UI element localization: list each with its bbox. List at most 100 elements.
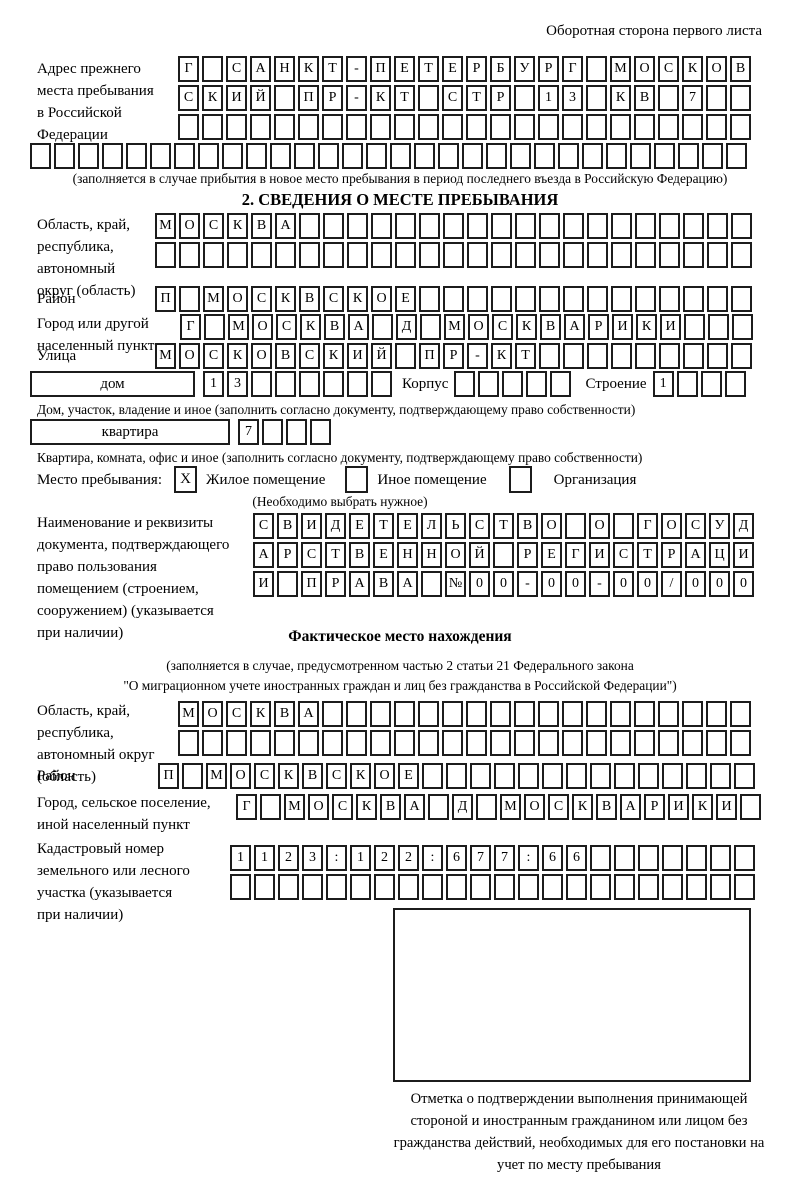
char-cell: О (252, 314, 273, 340)
stay-type-note: (Необходимо выбрать нужное) (252, 494, 428, 509)
char-cell (371, 242, 392, 268)
checkbox-other-premises (345, 466, 369, 493)
char-cell: № (445, 571, 466, 597)
char-cell (514, 730, 535, 756)
char-cell (502, 371, 524, 397)
char-cell (326, 874, 347, 900)
char-cell: Е (541, 542, 562, 568)
char-cell: Т (373, 513, 394, 539)
char-cell: О (445, 542, 466, 568)
char-cell: И (660, 314, 681, 340)
char-cell (346, 701, 367, 727)
char-cell (322, 114, 343, 140)
char-cell (446, 874, 467, 900)
char-cell (286, 419, 307, 445)
char-cell (418, 730, 439, 756)
char-cell: К (227, 343, 248, 369)
char-cell: Г (637, 513, 658, 539)
char-cell: В (730, 56, 751, 82)
char-cell (443, 242, 464, 268)
char-cell: К (227, 213, 248, 239)
char-cell (442, 730, 463, 756)
char-cell (682, 701, 703, 727)
char-cell (710, 763, 731, 789)
char-cell: И (589, 542, 610, 568)
char-cell (418, 701, 439, 727)
char-cell: С (332, 794, 353, 820)
char-cell: С (226, 701, 247, 727)
prev-address-label: Адрес прежнего места пребывания в Россий… (37, 61, 154, 143)
char-cell (566, 874, 587, 900)
char-cell (515, 213, 536, 239)
stamp-box (393, 908, 751, 1082)
char-cell: С (301, 542, 322, 568)
char-cell: 3 (227, 371, 248, 397)
char-cell (395, 343, 416, 369)
char-cell: Р (588, 314, 609, 340)
char-cell: У (709, 513, 730, 539)
char-cell (682, 730, 703, 756)
char-cell (302, 874, 323, 900)
char-cell: П (370, 56, 391, 82)
char-cell: К (636, 314, 657, 340)
char-cell: М (178, 701, 199, 727)
char-cell: П (155, 286, 176, 312)
char-cell: Е (398, 763, 419, 789)
char-cell: В (277, 513, 298, 539)
char-cell (659, 343, 680, 369)
char-row (178, 114, 751, 140)
char-cell (706, 114, 727, 140)
char-cell (586, 56, 607, 82)
char-cell (724, 371, 746, 397)
char-cell: С (323, 286, 344, 312)
char-cell (634, 730, 655, 756)
char-cell: 1 (652, 371, 674, 397)
char-row (155, 242, 752, 268)
char-cell: 7 (238, 419, 259, 445)
char-cell (30, 143, 51, 169)
char-cell (706, 85, 727, 111)
char-cell (298, 114, 319, 140)
char-cell (494, 763, 515, 789)
char-cell (102, 143, 123, 169)
char-cell: Н (397, 542, 418, 568)
char-cell (542, 763, 563, 789)
char-cell (490, 114, 511, 140)
char-cell: 0 (637, 571, 658, 597)
char-cell: 1 (538, 85, 559, 111)
char-cell: 7 (682, 85, 703, 111)
district2-label: Район (37, 768, 76, 784)
stay-type-row: Место пребывания: X Жилое помещение Иное… (37, 466, 636, 493)
char-cell (370, 730, 391, 756)
char-cell: Р (538, 56, 559, 82)
char-cell (539, 343, 560, 369)
section2-title: 2. СВЕДЕНИЯ О МЕСТЕ ПРЕБЫВАНИЯ (241, 190, 559, 209)
apartment-row: квартира 7 (30, 419, 331, 445)
char-cell (298, 730, 319, 756)
char-cell: А (253, 542, 274, 568)
char-cell: О (524, 794, 545, 820)
char-cell (707, 213, 728, 239)
law-note-line2: "О миграционном учете иностранных гражда… (123, 678, 677, 693)
char-cell: У (514, 56, 535, 82)
char-cell (347, 242, 368, 268)
char-cell (611, 213, 632, 239)
char-cell (562, 114, 583, 140)
street-label: Улица (37, 348, 77, 364)
char-cell (294, 143, 315, 169)
char-cell (587, 343, 608, 369)
char-cell: С (548, 794, 569, 820)
char-cell: Е (394, 56, 415, 82)
char-cell (538, 114, 559, 140)
actual-location-title: Фактическое место нахождения (288, 628, 512, 645)
char-cell (730, 701, 751, 727)
char-cell (491, 213, 512, 239)
char-cell: В (634, 85, 655, 111)
char-cell: В (274, 701, 295, 727)
char-cell (610, 701, 631, 727)
